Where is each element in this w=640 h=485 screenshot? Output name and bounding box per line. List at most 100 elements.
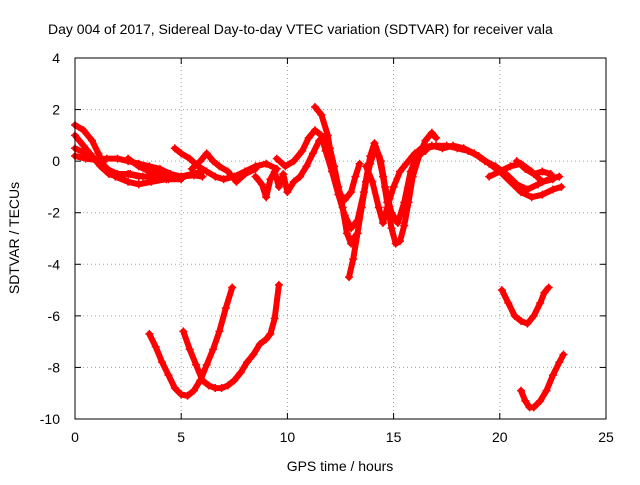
data-point xyxy=(296,172,305,181)
data-point xyxy=(134,180,143,189)
series-line xyxy=(146,284,236,399)
data-point xyxy=(370,146,379,155)
data-point xyxy=(410,149,419,158)
data-point xyxy=(311,102,320,111)
data-point xyxy=(92,155,101,164)
y-tick-label: 4 xyxy=(52,50,60,66)
data-point xyxy=(548,175,557,184)
data-point xyxy=(230,376,239,385)
data-point xyxy=(79,126,88,135)
data-point xyxy=(536,298,545,307)
y-tick-label: 0 xyxy=(52,153,60,169)
data-point xyxy=(366,159,375,168)
data-point xyxy=(342,229,351,238)
data-point xyxy=(485,159,494,168)
data-point xyxy=(540,288,549,297)
data-point xyxy=(189,386,198,395)
plot-frame xyxy=(74,57,607,420)
data-point xyxy=(223,381,232,390)
data-point xyxy=(196,157,205,166)
data-point xyxy=(555,358,564,367)
data-point xyxy=(555,172,564,181)
data-point xyxy=(266,175,275,184)
data-point xyxy=(79,141,88,150)
data-point xyxy=(249,350,258,359)
x-tick-label: 10 xyxy=(280,429,296,445)
data-point xyxy=(215,162,224,171)
x-tick-label: 25 xyxy=(598,429,614,445)
data-point xyxy=(202,167,211,176)
data-point xyxy=(257,180,266,189)
x-tick-label: 0 xyxy=(71,429,79,445)
data-point xyxy=(274,182,283,191)
data-point xyxy=(158,358,167,367)
series-track-16 xyxy=(145,283,237,400)
series-line xyxy=(363,142,563,226)
data-point xyxy=(211,172,220,181)
data-point xyxy=(517,317,526,326)
data-point xyxy=(202,360,211,369)
data-point xyxy=(164,371,173,380)
data-point xyxy=(209,345,218,354)
data-point xyxy=(517,188,526,197)
data-point xyxy=(548,371,557,380)
data-point xyxy=(308,149,317,158)
data-point xyxy=(347,224,356,233)
data-point xyxy=(251,172,260,181)
data-point xyxy=(393,219,402,228)
y-tick-label: -4 xyxy=(48,256,61,272)
data-point xyxy=(427,128,436,137)
data-point xyxy=(546,170,555,179)
data-point xyxy=(302,162,311,171)
data-point xyxy=(185,345,194,354)
data-point xyxy=(548,185,557,194)
data-point xyxy=(495,167,504,176)
data-point xyxy=(145,329,154,338)
data-point xyxy=(387,224,396,233)
y-tick-label: -8 xyxy=(48,359,61,375)
data-point xyxy=(317,110,326,119)
data-point xyxy=(219,175,228,184)
data-point xyxy=(87,136,96,145)
data-point xyxy=(126,170,135,179)
data-point xyxy=(236,368,245,377)
data-point xyxy=(332,177,341,186)
data-point xyxy=(374,151,383,160)
data-point xyxy=(202,149,211,158)
x-tick-label: 15 xyxy=(386,429,402,445)
data-point xyxy=(183,391,192,400)
data-point xyxy=(383,203,392,212)
data-point xyxy=(209,157,218,166)
data-point xyxy=(521,396,530,405)
y-tick-label: -6 xyxy=(48,308,61,324)
data-point xyxy=(527,193,536,202)
data-point xyxy=(255,340,264,349)
data-point xyxy=(453,144,462,153)
data-point xyxy=(374,203,383,212)
series-track-15 xyxy=(512,157,555,179)
data-point xyxy=(272,154,281,163)
data-point xyxy=(204,381,213,390)
data-point xyxy=(349,255,358,264)
data-point xyxy=(113,154,122,163)
data-point xyxy=(510,311,519,320)
tick-layer: 0 5 10 15 20 25 -10 -8 -6 -4 -2 0 2 4 xyxy=(40,50,614,445)
data-point xyxy=(270,167,279,176)
data-point xyxy=(497,286,506,295)
data-point xyxy=(262,335,271,344)
data-point xyxy=(298,146,307,155)
data-point xyxy=(523,319,532,328)
series-line xyxy=(346,129,440,281)
data-point xyxy=(391,239,400,248)
data-point xyxy=(177,390,186,399)
data-point xyxy=(179,327,188,336)
data-point xyxy=(389,182,398,191)
data-point xyxy=(145,167,154,176)
data-point xyxy=(217,384,226,393)
data-point xyxy=(521,164,530,173)
data-point xyxy=(536,396,545,405)
data-point xyxy=(368,177,377,186)
data-point xyxy=(262,159,271,168)
series-layer xyxy=(71,102,568,412)
data-point xyxy=(378,219,387,228)
